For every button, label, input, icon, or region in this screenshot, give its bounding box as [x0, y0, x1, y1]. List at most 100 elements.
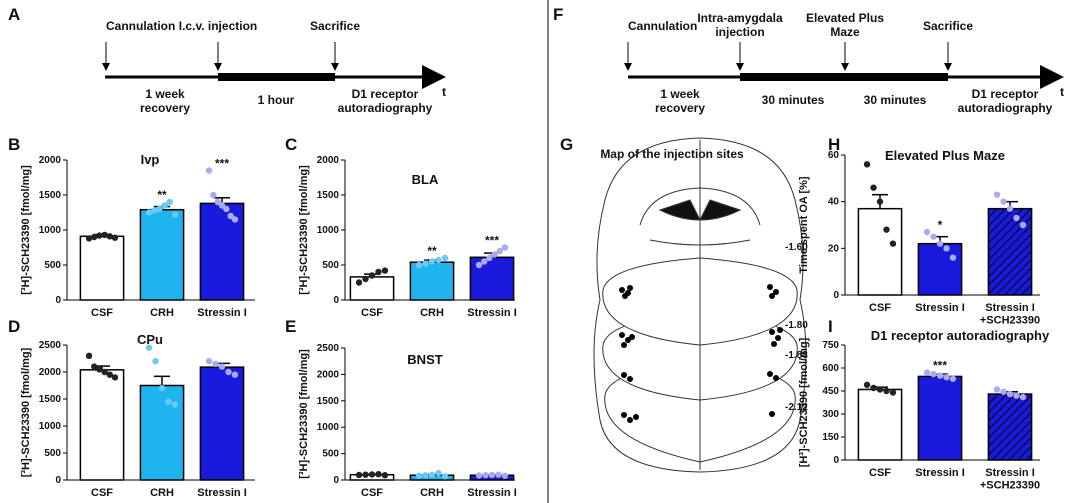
data-point — [422, 260, 429, 267]
x-tick-label: Stressin I — [197, 487, 247, 499]
data-point — [936, 372, 944, 379]
significance-label: ** — [427, 244, 437, 258]
y-tick-label: 500 — [44, 448, 61, 459]
x-tick-label: Stressin I — [467, 307, 517, 319]
y-tick-label: 0 — [833, 455, 839, 466]
data-point — [870, 184, 877, 191]
event-label: Intra-amygdala injection — [697, 11, 783, 39]
data-point — [475, 472, 483, 479]
event-label: Elevated Plus Maze — [806, 11, 884, 39]
data-point — [943, 374, 950, 381]
data-point — [876, 386, 884, 393]
data-point — [101, 231, 108, 239]
significance-label: *** — [933, 359, 947, 373]
data-point — [111, 234, 119, 241]
x-tick-label: CRH — [420, 307, 444, 319]
data-point — [863, 161, 871, 168]
chart-title: BNST — [407, 352, 442, 367]
data-point — [501, 244, 509, 251]
x-tick-label: CRH — [150, 487, 174, 499]
y-tick-label: 0 — [333, 295, 339, 306]
data-point — [152, 358, 159, 365]
data-point — [210, 191, 217, 199]
y-tick-label: 0 — [55, 475, 61, 486]
event-label: Sacrifice — [923, 19, 973, 33]
data-point — [368, 471, 376, 478]
x-tick-label: CSF — [869, 467, 891, 479]
data-point — [171, 401, 179, 408]
data-point — [943, 245, 950, 252]
data-point — [1013, 214, 1020, 222]
data-point — [1006, 205, 1014, 212]
data-point — [883, 387, 890, 395]
y-tick-label: 1000 — [317, 422, 340, 433]
y-axis-label: [³H]-SCH23390 [fmol/mg] — [20, 347, 32, 477]
data-point — [1019, 221, 1027, 229]
level-label: -1.80 — [785, 320, 808, 331]
x-tick-label: CSF — [361, 307, 383, 319]
data-point — [930, 233, 937, 240]
event-label: Cannulation — [628, 19, 697, 33]
data-point — [91, 233, 98, 241]
axis-label: t — [442, 85, 446, 99]
y-tick-label: 1500 — [39, 394, 62, 405]
bar — [857, 207, 903, 296]
data-point — [435, 469, 442, 477]
data-point — [883, 226, 890, 233]
y-tick-label: 750 — [822, 340, 839, 351]
y-tick-label: 450 — [822, 386, 839, 397]
y-tick-label: 600 — [822, 363, 839, 374]
data-point — [415, 261, 423, 269]
data-point — [106, 371, 113, 378]
brain-map — [593, 137, 807, 473]
data-point — [212, 360, 219, 368]
panel-letter: B — [8, 135, 20, 154]
data-point — [488, 471, 496, 479]
y-tick-label: 1000 — [39, 225, 62, 236]
data-point — [993, 386, 1001, 393]
data-point — [415, 472, 423, 479]
data-point — [435, 256, 442, 264]
significance-label: *** — [215, 157, 229, 171]
data-point — [101, 368, 108, 376]
y-axis-label: [H³]-SCH23390 [fmol/mg] — [798, 337, 810, 467]
data-point — [106, 233, 113, 240]
data-point — [936, 240, 944, 247]
data-point — [96, 232, 103, 239]
data-point — [166, 198, 173, 206]
data-point — [231, 371, 239, 378]
panel-letter: H — [828, 135, 840, 154]
x-tick-label: CSF — [91, 307, 113, 319]
data-point — [355, 279, 363, 286]
data-point — [225, 368, 232, 376]
bar — [139, 384, 185, 481]
x-tick-label: CRH — [420, 487, 444, 499]
data-point — [223, 205, 230, 213]
y-axis-label: [³H]-SCH23390 [fmol/mg] — [298, 165, 310, 295]
data-point — [1000, 198, 1007, 205]
data-point — [96, 366, 103, 373]
data-point — [381, 472, 389, 479]
data-point — [375, 268, 382, 276]
data-point — [428, 258, 436, 265]
y-tick-label: 1000 — [39, 421, 62, 432]
data-point — [475, 261, 483, 269]
data-point — [889, 240, 897, 247]
period-label: D1 receptor autoradiography — [958, 87, 1053, 115]
data-point — [441, 254, 449, 262]
data-point — [368, 272, 376, 279]
data-point — [889, 389, 897, 396]
period-label: D1 receptor autoradiography — [338, 87, 433, 115]
x-tick-label: Stressin I +SCH23390 — [980, 467, 1040, 492]
period-label: 1 week recovery — [655, 87, 705, 115]
significance-label: *** — [485, 234, 499, 248]
data-point — [486, 254, 493, 262]
bar — [857, 388, 903, 461]
data-point — [501, 472, 509, 479]
data-point — [993, 191, 1001, 198]
y-tick-label: 500 — [44, 260, 61, 271]
data-point — [156, 205, 163, 213]
panel-letter: A — [8, 5, 20, 24]
y-tick-label: 300 — [822, 409, 839, 420]
